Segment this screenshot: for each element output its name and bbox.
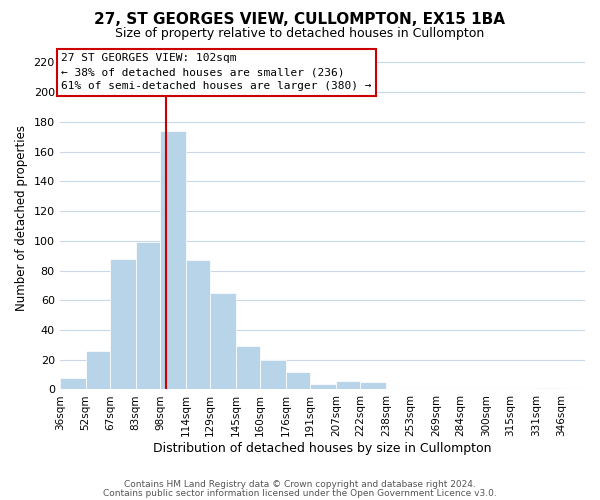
- Bar: [210, 293, 236, 390]
- Bar: [260, 360, 286, 390]
- X-axis label: Distribution of detached houses by size in Cullompton: Distribution of detached houses by size …: [153, 442, 491, 455]
- Bar: [336, 380, 361, 390]
- Text: Size of property relative to detached houses in Cullompton: Size of property relative to detached ho…: [115, 28, 485, 40]
- Bar: [160, 131, 186, 390]
- Bar: [59, 378, 86, 390]
- Bar: [286, 372, 310, 390]
- Text: 27, ST GEORGES VIEW, CULLOMPTON, EX15 1BA: 27, ST GEORGES VIEW, CULLOMPTON, EX15 1B…: [95, 12, 505, 28]
- Text: Contains HM Land Registry data © Crown copyright and database right 2024.: Contains HM Land Registry data © Crown c…: [124, 480, 476, 489]
- Text: Contains public sector information licensed under the Open Government Licence v3: Contains public sector information licen…: [103, 488, 497, 498]
- Bar: [136, 242, 160, 390]
- Bar: [110, 258, 136, 390]
- Bar: [186, 260, 210, 390]
- Bar: [536, 388, 561, 390]
- Y-axis label: Number of detached properties: Number of detached properties: [15, 126, 28, 312]
- Bar: [310, 384, 336, 390]
- Text: 27 ST GEORGES VIEW: 102sqm
← 38% of detached houses are smaller (236)
61% of sem: 27 ST GEORGES VIEW: 102sqm ← 38% of deta…: [61, 54, 372, 92]
- Bar: [236, 346, 260, 390]
- Bar: [86, 351, 110, 390]
- Bar: [361, 382, 386, 390]
